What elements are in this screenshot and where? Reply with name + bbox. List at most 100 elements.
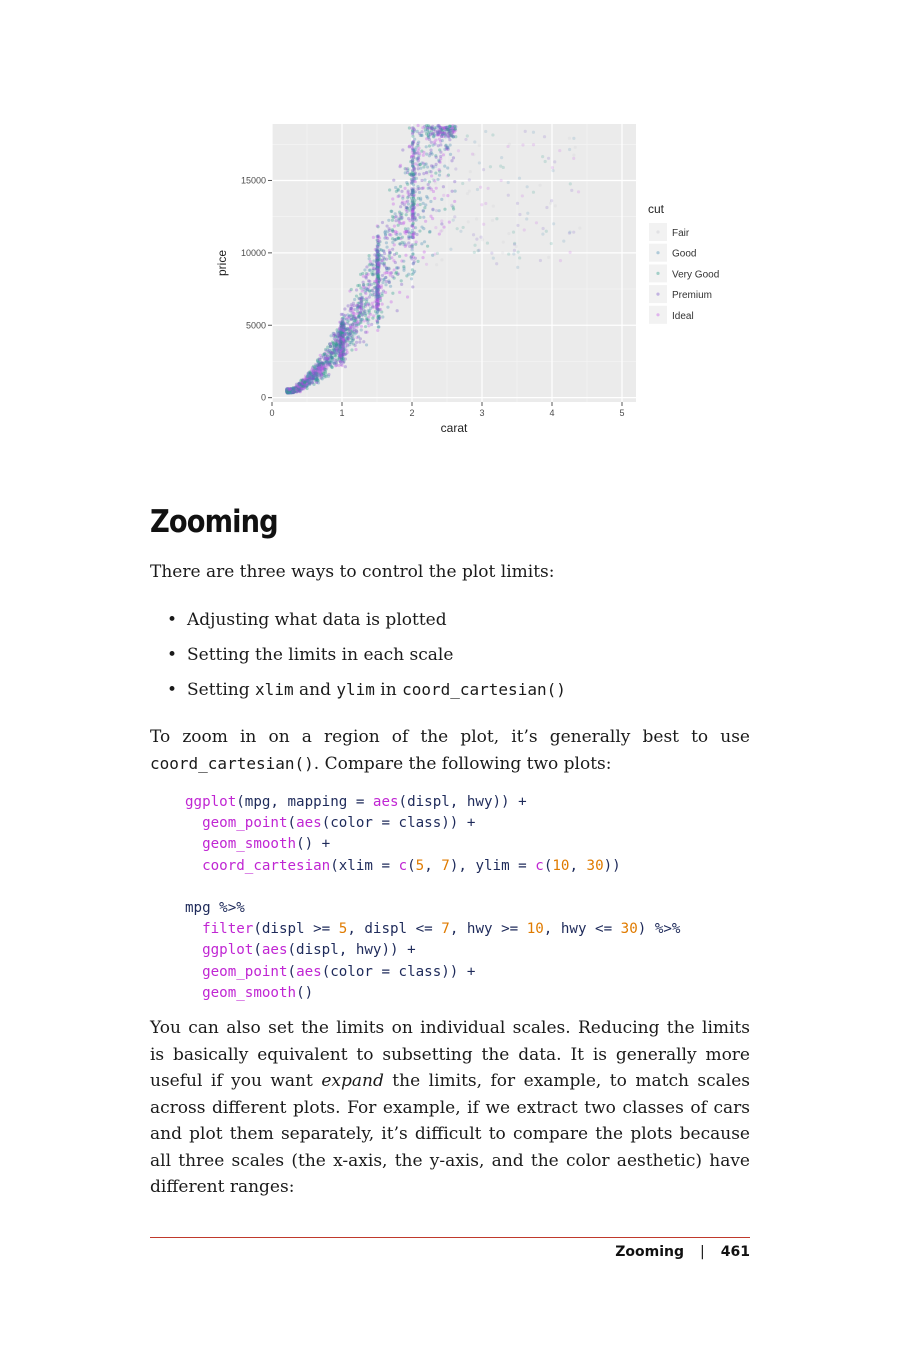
scatter-point [410, 126, 414, 130]
scatter-point [360, 295, 364, 299]
scatter-point [355, 306, 360, 310]
scatter-point [389, 271, 393, 275]
scatter-point [306, 378, 310, 382]
x-tick-label: 5 [619, 408, 624, 418]
scatter-point [286, 390, 290, 394]
scatter-point [334, 351, 338, 355]
scatter-point [343, 345, 348, 349]
scatter-point [287, 390, 291, 394]
scatter-point [375, 235, 379, 239]
scatter-point [306, 378, 310, 382]
scatter-point [317, 371, 322, 375]
scatter-point [341, 323, 345, 327]
scatter-point [342, 325, 347, 329]
scatter-point [321, 366, 326, 370]
scatter-point [297, 383, 301, 388]
scatter-point [448, 127, 452, 131]
scatter-point [398, 242, 402, 246]
scatter-point [333, 334, 338, 339]
scatter-point [398, 232, 402, 236]
scatter-point [358, 306, 362, 310]
scatter-point [341, 338, 345, 342]
scatter-point [383, 251, 387, 256]
scatter-point [343, 326, 347, 330]
scatter-point [475, 237, 479, 241]
scatter-point [332, 334, 336, 338]
scatter-point [411, 216, 415, 220]
scatter-point [291, 390, 295, 394]
scatter-point [383, 264, 387, 268]
scatter-point [289, 389, 293, 393]
inline-code: coord_cartesian() [150, 754, 314, 773]
scatter-point [299, 379, 303, 383]
scatter-point [339, 341, 344, 345]
scatter-point [428, 229, 432, 234]
scatter-point [308, 371, 312, 375]
scatter-point [340, 344, 344, 348]
scatter-point [329, 364, 333, 368]
scatter-point [442, 131, 446, 135]
scatter-point [340, 331, 345, 335]
scatter-point [410, 188, 414, 192]
scatter-point [426, 124, 430, 128]
scatter-point [296, 386, 300, 390]
scatter-point [468, 170, 472, 174]
scatter-point [364, 343, 369, 347]
scatter-point [438, 130, 442, 134]
scatter-point [350, 338, 354, 343]
scatter-point [347, 315, 351, 319]
scatter-point [375, 292, 379, 296]
scatter-point [390, 209, 394, 214]
scatter-point [436, 132, 440, 137]
scatter-point [439, 134, 444, 138]
scatter-point [427, 137, 432, 142]
scatter-point [312, 373, 316, 378]
scatter-point [451, 135, 455, 139]
scatter-point [318, 370, 322, 374]
scatter-point [406, 168, 410, 173]
scatter-point [413, 179, 417, 184]
scatter-point [305, 381, 309, 385]
scatter-point [411, 190, 415, 195]
scatter-point [375, 295, 380, 299]
scatter-point [407, 126, 412, 130]
scatter-point [295, 387, 299, 391]
scatter-point [376, 304, 380, 308]
scatter-point [337, 354, 341, 358]
scatter-point [365, 287, 370, 291]
scatter-point [326, 345, 330, 349]
scatter-point [298, 383, 302, 387]
scatter-point [329, 352, 333, 356]
scatter-point [341, 329, 345, 334]
scatter-point [346, 304, 350, 308]
scatter-point [409, 255, 413, 259]
scatter-point [370, 262, 374, 266]
scatter-point [448, 152, 453, 156]
scatter-point [406, 191, 410, 195]
scatter-point [359, 324, 364, 328]
scatter-point [298, 388, 303, 393]
scatter-point [342, 349, 346, 353]
scatter-point [410, 217, 414, 221]
scatter-point [321, 372, 326, 376]
x-tick-label: 1 [339, 408, 344, 418]
scatter-point [287, 388, 291, 392]
scatter-point [432, 132, 436, 136]
scatter-point [288, 390, 292, 394]
scatter-point [308, 381, 312, 385]
scatter-point [373, 247, 377, 252]
scatter-point [318, 363, 322, 367]
scatter-point [305, 374, 309, 379]
scatter-point [335, 347, 339, 351]
scatter-point [351, 337, 356, 341]
scatter-point [412, 167, 416, 171]
scatter-point [433, 142, 437, 146]
scatter-point [341, 345, 345, 349]
scatter-point [339, 337, 343, 341]
scatter-point [316, 370, 320, 374]
scatter-point [315, 377, 319, 381]
scatter-point [361, 274, 365, 278]
scatter-point [316, 368, 320, 372]
scatter-point [411, 213, 415, 217]
scatter-point [341, 349, 345, 353]
